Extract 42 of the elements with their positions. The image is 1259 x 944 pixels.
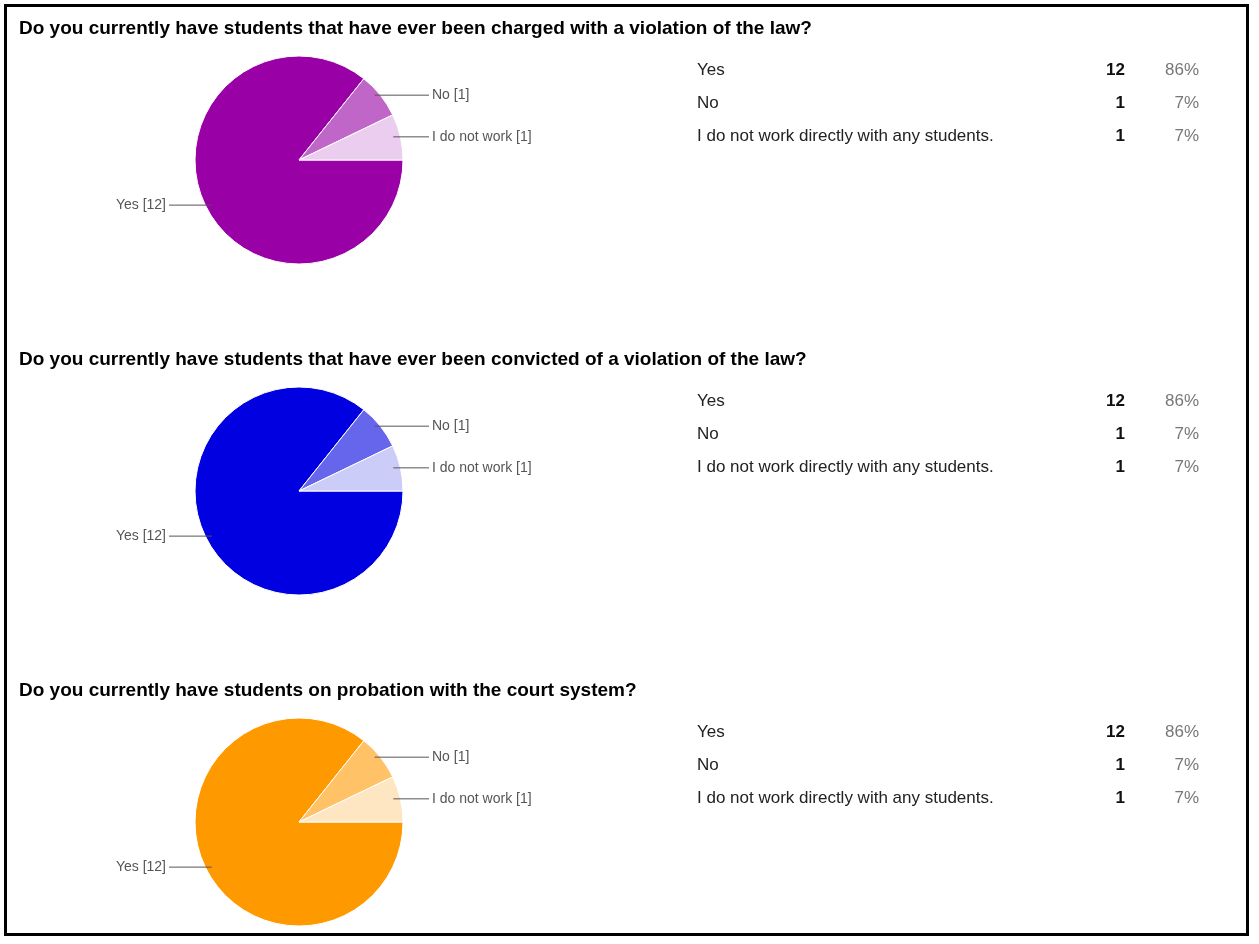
- text: 86%: [1164, 59, 1199, 79]
- text: 1: [1115, 423, 1125, 443]
- text: 1: [1115, 754, 1125, 774]
- text: 7%: [1174, 92, 1199, 112]
- text: 7%: [1174, 423, 1199, 443]
- chart-title: Do you currently have students that have ever been charged with a violation of the law?: [19, 17, 812, 38]
- text: 7%: [1174, 787, 1199, 807]
- text: I do not work directly with any students.: [697, 456, 994, 476]
- chart-title: Do you currently have students that have ever been convicted of a violation of the law?: [19, 348, 807, 369]
- pie-slice: [194, 717, 404, 927]
- text: 7%: [1174, 125, 1199, 145]
- text: 12: [1106, 721, 1125, 741]
- text: 7%: [1174, 456, 1199, 476]
- text: 12: [1106, 390, 1125, 410]
- text: 1: [1115, 787, 1125, 807]
- slice-label: No [1]: [432, 86, 470, 103]
- text: 86%: [1164, 721, 1199, 741]
- text: No: [697, 423, 719, 443]
- text: I do not work directly with any students.: [697, 125, 994, 145]
- slice-label: I do not work [1]: [432, 789, 532, 806]
- pie-slice: [194, 55, 404, 265]
- slice-label: No [1]: [432, 748, 470, 765]
- pie-slice: [194, 386, 404, 596]
- text: No: [697, 92, 719, 112]
- slice-label: No [1]: [432, 417, 470, 434]
- text: Yes: [697, 721, 725, 741]
- text: 1: [1115, 456, 1125, 476]
- text: No: [697, 754, 719, 774]
- chart-title: Do you currently have students on probation with the court system?: [19, 679, 637, 700]
- text: 7%: [1174, 754, 1199, 774]
- slice-label: Yes [12]: [115, 527, 166, 544]
- text: 86%: [1164, 390, 1199, 410]
- text: 12: [1106, 59, 1125, 79]
- slice-label: Yes [12]: [115, 196, 166, 213]
- slice-label: Yes [12]: [115, 858, 166, 875]
- text: 1: [1115, 92, 1125, 112]
- text: Yes: [697, 59, 725, 79]
- text: 1: [1115, 125, 1125, 145]
- text: I do not work directly with any students.: [697, 787, 994, 807]
- text: Yes: [697, 390, 725, 410]
- slice-label: I do not work [1]: [432, 458, 532, 475]
- slice-label: I do not work [1]: [432, 127, 532, 144]
